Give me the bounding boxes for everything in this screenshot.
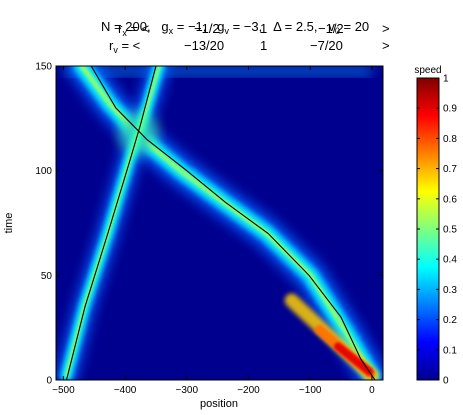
title-delta: Δ = 2.5,	[273, 19, 318, 34]
title-line-3: rv = < −13/20 1 −7/20 >	[0, 38, 463, 55]
rx-label: r	[118, 21, 123, 36]
y-tick-label: 50	[41, 271, 53, 282]
rx-component-2: 1	[260, 21, 268, 36]
colorbar-tick-label: 0.1	[443, 345, 457, 356]
y-tick-label: 0	[46, 376, 52, 387]
title-v0-label: v	[328, 19, 335, 34]
heat-top-haze	[66, 66, 372, 76]
y-axis-label: time	[3, 213, 15, 234]
x-tick-label: 0	[369, 385, 375, 396]
title-gx-value: = −1,	[173, 19, 207, 34]
colorbar-tick-label: 0.6	[443, 194, 457, 205]
trajectory-2	[90, 66, 376, 380]
colorbar-gradient	[416, 77, 440, 381]
colorbar-tick-label: 0.5	[443, 225, 457, 236]
plot-frame	[55, 65, 384, 381]
colorbar-ticks: 0 0.1 0.2 0.3 0.4 0.5 0.6 0.7 0.8 0.9 1	[417, 74, 457, 387]
colorbar-tick-label: 0.2	[443, 315, 457, 326]
colorbar-tick-label: 0	[443, 376, 449, 387]
colorbar-tick-label: 0.3	[443, 285, 457, 296]
heat-hot-streak-3	[333, 342, 374, 376]
colorbar-tick-label: 1	[443, 74, 449, 85]
x-tick-label: −500	[52, 385, 75, 396]
rv-component-2: 1	[260, 38, 268, 53]
y-axis: 0 50 100 150	[35, 62, 383, 387]
title-v0-value: = 20	[339, 19, 370, 34]
rv-open: = <	[117, 38, 141, 53]
y-tick-label: 100	[35, 166, 52, 177]
heat-crossing	[118, 110, 159, 155]
rv-component-1: −13/20	[184, 38, 225, 53]
colorbar-label: speed	[414, 65, 441, 76]
title-n: N = 200,	[101, 19, 151, 34]
x-tick-label: −400	[114, 385, 137, 396]
trajectory-1	[65, 66, 157, 380]
y-tick-label: 150	[35, 62, 52, 73]
rx-component-3: −1/2	[318, 21, 344, 36]
rv-component-3: −7/20	[310, 38, 343, 53]
x-tick-label: −100	[299, 385, 322, 396]
colorbar-tick-label: 0.7	[443, 164, 457, 175]
x-tick-label: −200	[237, 385, 260, 396]
colorbar-tick-label: 0.4	[443, 255, 457, 266]
colorbar: speed 0 0.1 0.2 0.3 0.4 0.5 0.6 0.7 0.8 0.9 1	[414, 65, 457, 387]
title-line-1: N = 200, gx = −1, gv = −3, Δ = 2.5, v0 =…	[0, 3, 463, 36]
x-axis: −500 −400 −300 −200 −100 0	[52, 66, 375, 396]
title-gx-sub: x	[168, 26, 174, 36]
rx-sub: x	[122, 28, 127, 38]
rv-label: r	[109, 38, 114, 53]
title-line-2: rx = < −1/2 1 −1/2 >	[0, 21, 463, 38]
heat-band-1-layer-4	[79, 66, 375, 379]
rx-component-1: −1/2	[194, 21, 220, 36]
title-gx-label: g	[161, 19, 169, 34]
heatmap-plot	[55, 65, 384, 381]
rv-close: >	[382, 38, 390, 53]
title-gv-label: g	[217, 19, 225, 34]
colorbar-tick-label: 0.8	[443, 134, 457, 145]
x-axis-label: position	[200, 398, 238, 410]
colorbar-tick-label: 0.9	[443, 104, 457, 115]
rx-close: >	[382, 21, 390, 36]
rx-open: = <	[126, 21, 150, 36]
trajectory-layer	[65, 66, 376, 380]
title-v0-sub: 0	[334, 26, 340, 36]
heatmap-field	[56, 66, 383, 380]
title-gv-value: = −3,	[228, 19, 263, 34]
rv-sub: v	[113, 45, 118, 55]
title-gv-sub: v	[224, 26, 229, 36]
x-tick-label: −300	[176, 385, 199, 396]
